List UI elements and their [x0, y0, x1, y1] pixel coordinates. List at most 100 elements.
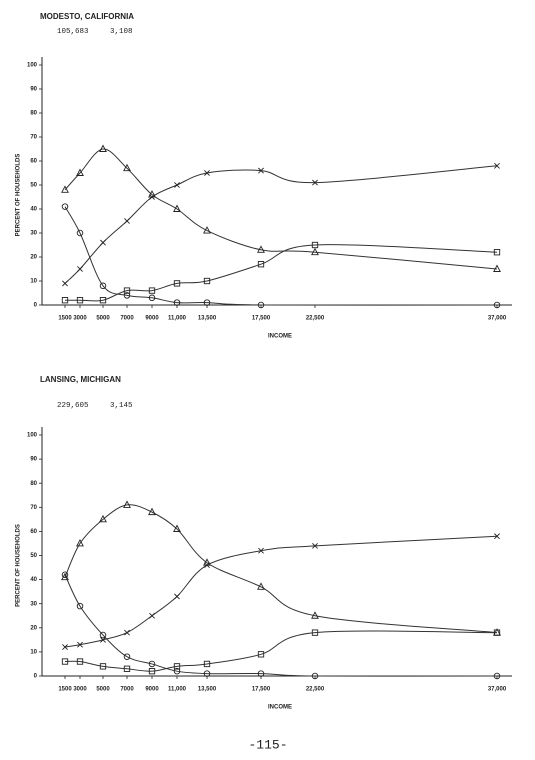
chart-title: LANSING, MICHIGAN: [40, 375, 121, 384]
marker-square: [311, 629, 319, 636]
marker-circle: [257, 301, 265, 309]
chart-title: MODESTO, CALIFORNIA: [40, 12, 134, 21]
chart: MODESTO, CALIFORNIA 105,683 3,108 0 10 20 30 40…: [16, 12, 512, 340]
y-tick-label: 70: [30, 135, 37, 141]
series-curve: [64, 630, 498, 672]
y-tick-label: 70: [30, 505, 37, 511]
x-tick-label: 13,500: [198, 687, 217, 693]
marker-square: [493, 629, 501, 636]
marker-circle: [173, 667, 181, 675]
x-tick-label: 11,000: [168, 687, 187, 693]
marker-x: [494, 533, 500, 540]
series-curve: [64, 206, 498, 306]
marker-triangle: [203, 226, 211, 234]
marker-circle: [123, 292, 131, 299]
marker-circle: [123, 653, 131, 660]
marker-x: [204, 562, 210, 569]
marker-x: [77, 641, 83, 648]
marker-square: [61, 297, 69, 304]
marker-x: [62, 644, 68, 650]
annotation: 229,605: [57, 402, 89, 410]
x-tick-label: 37,000: [488, 316, 507, 322]
y-tick-label: 0: [34, 674, 38, 680]
marker-x: [258, 547, 264, 554]
marker-triangle: [493, 264, 501, 272]
y-axis-label: PERCENT OF HOUSEHOLDS: [16, 154, 22, 237]
marker-square: [123, 287, 131, 294]
annotation: 3,145: [110, 402, 133, 410]
marker-square: [148, 287, 156, 294]
y-tick-label: 10: [30, 279, 37, 285]
series-curve: [64, 504, 498, 634]
marker-triangle: [76, 538, 84, 547]
marker-square: [123, 665, 131, 672]
marker-circle: [99, 282, 107, 290]
marker-circle: [203, 299, 211, 306]
x-tick-label: 17,500: [252, 687, 271, 693]
annotation: 3,108: [110, 28, 133, 36]
annotation: 105,683: [57, 28, 89, 36]
marker-triangle: [311, 611, 319, 619]
marker-triangle: [257, 582, 265, 590]
marker-square: [61, 658, 69, 665]
marker-circle: [311, 672, 319, 680]
x-tick-label: 7000: [120, 687, 134, 693]
y-tick-label: 20: [30, 255, 37, 261]
x-tick-label: 5000: [96, 687, 110, 693]
marker-triangle: [257, 245, 265, 253]
y-tick-label: 40: [30, 207, 37, 213]
marker-square: [99, 297, 107, 304]
page-number: -115-: [248, 737, 287, 752]
marker-square: [173, 280, 181, 287]
y-tick-label: 100: [27, 63, 38, 69]
marker-square: [76, 658, 84, 665]
marker-circle: [493, 672, 501, 680]
x-tick-label: 3000: [73, 316, 87, 322]
marker-circle: [493, 301, 501, 309]
marker-triangle: [148, 507, 156, 516]
marker-triangle: [123, 163, 131, 172]
marker-x: [100, 239, 106, 246]
marker-x: [312, 542, 318, 549]
marker-circle: [99, 631, 107, 639]
x-tick-label: 5000: [96, 316, 110, 322]
x-tick-label: 9000: [145, 316, 159, 322]
marker-triangle: [61, 185, 69, 193]
marker-square: [76, 297, 84, 304]
marker-x: [204, 170, 210, 176]
x-tick-label: 37,000: [488, 687, 507, 693]
marker-triangle: [99, 514, 107, 523]
x-axis-label: INCOME: [268, 334, 292, 340]
y-axis-label: PERCENT OF HOUSEHOLDS: [16, 524, 22, 607]
y-tick-label: 60: [30, 529, 37, 535]
marker-x: [312, 179, 318, 186]
y-tick-label: 90: [30, 457, 37, 463]
x-tick-label: 3000: [73, 687, 87, 693]
marker-x: [258, 167, 264, 174]
y-tick-label: 100: [27, 433, 38, 439]
marker-x: [174, 593, 180, 600]
marker-square: [257, 261, 265, 268]
marker-triangle: [76, 168, 84, 176]
marker-square: [203, 660, 211, 668]
x-tick-label: 9000: [145, 687, 159, 693]
y-tick-label: 30: [30, 231, 37, 237]
marker-circle: [203, 670, 211, 677]
marker-square: [99, 663, 107, 670]
marker-x: [100, 636, 106, 643]
series-curve: [65, 244, 498, 302]
chart: LANSING, MICHIGAN 229,605 3,145 0 10 20 30 40 50…: [16, 375, 512, 711]
marker-square: [148, 668, 156, 675]
marker-x: [124, 218, 130, 224]
y-tick-label: 50: [30, 553, 37, 559]
marker-circle: [148, 294, 156, 302]
marker-circle: [61, 571, 69, 579]
x-tick-label: 1500: [58, 687, 72, 693]
y-tick-label: 80: [30, 111, 37, 117]
marker-circle: [257, 670, 265, 677]
series-curve: [64, 165, 498, 284]
marker-triangle: [173, 204, 181, 212]
marker-x: [124, 629, 130, 636]
marker-triangle: [173, 524, 181, 532]
marker-square: [311, 241, 319, 249]
